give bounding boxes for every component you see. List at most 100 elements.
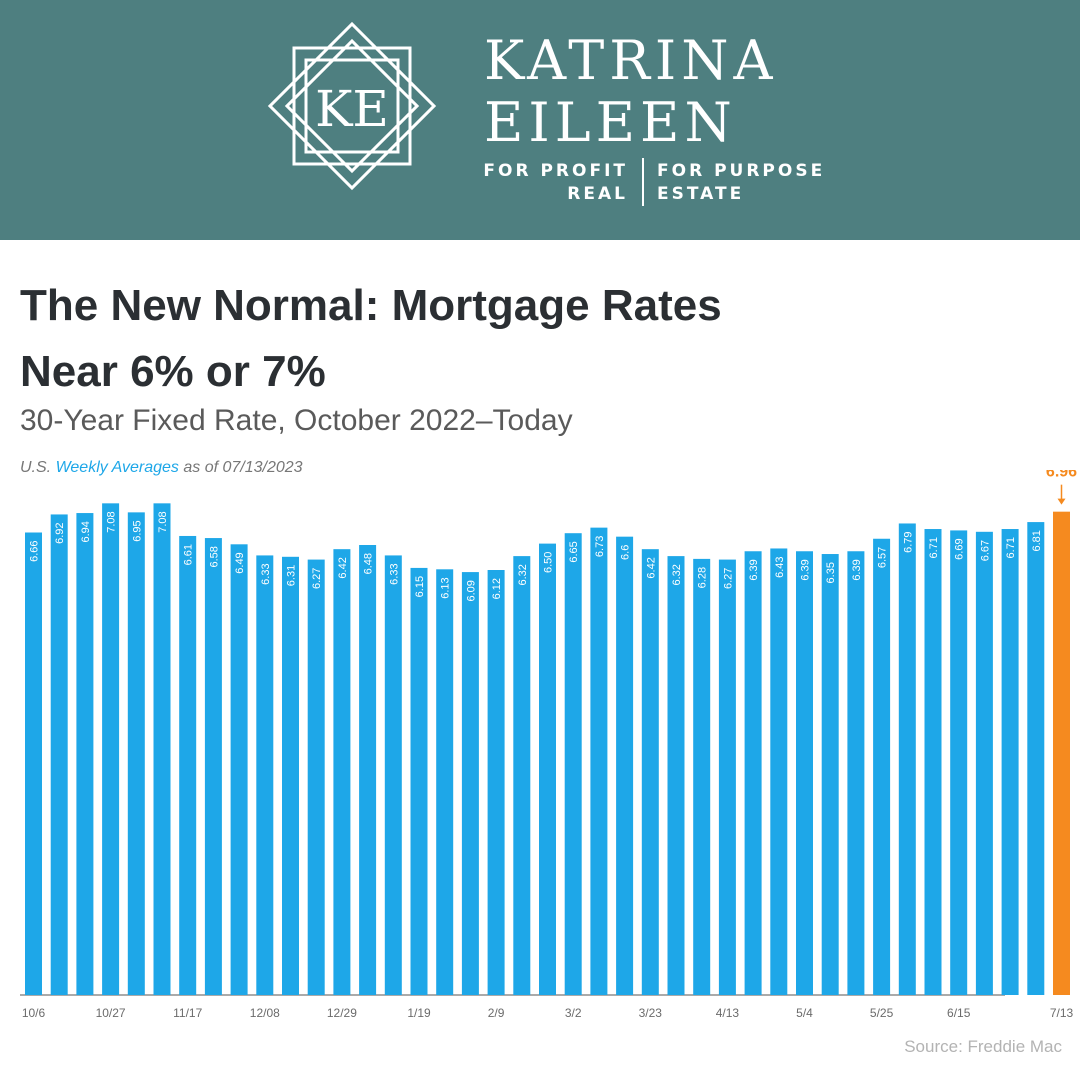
bar bbox=[25, 532, 42, 995]
bar bbox=[950, 530, 968, 995]
tagline-right-1: FOR PURPOSE bbox=[657, 161, 826, 181]
bar bbox=[333, 549, 351, 995]
bar bbox=[1001, 529, 1019, 995]
x-tick-label: 5/25 bbox=[870, 1006, 894, 1020]
bar bbox=[873, 538, 891, 995]
x-tick-label: 3/23 bbox=[639, 1006, 663, 1020]
bar-value-label: 7.08 bbox=[106, 511, 118, 532]
bar bbox=[847, 551, 865, 995]
brand-name-line1: KATRINA bbox=[484, 29, 778, 92]
bar-value-label: 6.43 bbox=[774, 556, 786, 577]
bar bbox=[487, 570, 505, 995]
bar bbox=[461, 572, 479, 995]
bar bbox=[153, 503, 171, 995]
bar-value-label: 6.15 bbox=[414, 576, 426, 597]
tagline-left-1: FOR PROFIT bbox=[483, 161, 628, 181]
note-suffix: as of 07/13/2023 bbox=[183, 459, 303, 476]
bar-value-label: 6.39 bbox=[851, 559, 863, 580]
bar bbox=[127, 512, 145, 995]
tagline-divider bbox=[642, 158, 644, 206]
bar bbox=[693, 558, 711, 995]
x-tick-label: 1/19 bbox=[407, 1006, 431, 1020]
bar-value-label: 6.73 bbox=[594, 536, 606, 557]
bar-value-label: 6.39 bbox=[748, 559, 760, 580]
bar-chart: 6.66 6.92 6.94 7.08 6.95 7.08 6.61 6.58 6.49 6.33… bbox=[20, 470, 1077, 1020]
bar bbox=[796, 551, 813, 995]
bar bbox=[770, 548, 788, 995]
bar bbox=[307, 559, 325, 995]
chart-title-line2: Near 6% or 7% bbox=[20, 347, 326, 396]
source-note: Source: Freddie Mac bbox=[904, 1037, 1062, 1056]
bar-value-label: 6.28 bbox=[697, 567, 709, 588]
bar-value-label: 6.42 bbox=[337, 557, 349, 578]
x-tick-label: 10/27 bbox=[96, 1006, 126, 1020]
bar-value-label: 6.13 bbox=[440, 577, 452, 598]
chart-subtitle: 30-Year Fixed Rate, October 2022–Today bbox=[20, 404, 573, 437]
chart-title-line1: The New Normal: Mortgage Rates bbox=[20, 281, 722, 330]
bar bbox=[76, 513, 94, 995]
bar bbox=[410, 567, 428, 995]
bar-value-label: 6.81 bbox=[1031, 530, 1043, 551]
bar-value-label: 6.09 bbox=[465, 580, 477, 601]
bar-value-label: 6.49 bbox=[234, 552, 246, 573]
bar bbox=[744, 551, 762, 995]
bar bbox=[1027, 522, 1045, 995]
bar bbox=[641, 549, 659, 995]
bar-value-label: 6.48 bbox=[363, 553, 375, 574]
bar-value-label: 6.42 bbox=[645, 557, 657, 578]
brand-banner: KE KATRINA EILEEN FOR PROFIT REAL FOR PU… bbox=[0, 0, 1080, 240]
x-tick-label: 6/15 bbox=[947, 1006, 971, 1020]
x-tick-label: 5/4 bbox=[796, 1006, 813, 1020]
note-highlight: Weekly Averages bbox=[55, 459, 179, 476]
bar-value-label: 6.58 bbox=[208, 546, 220, 567]
x-tick-label: 12/29 bbox=[327, 1006, 357, 1020]
bar-value-label: 7.08 bbox=[157, 511, 169, 532]
bar bbox=[821, 554, 839, 995]
bar-value-label: 6.71 bbox=[1005, 537, 1017, 558]
bar-value-label: 6.32 bbox=[671, 564, 683, 585]
bar bbox=[539, 543, 556, 995]
ke-logo-mark: KE bbox=[267, 21, 437, 191]
bar bbox=[230, 544, 248, 995]
bar-value-label: 6.39 bbox=[800, 559, 812, 580]
bar-value-label: 6.33 bbox=[388, 563, 400, 584]
tagline-right-2: ESTATE bbox=[657, 184, 745, 204]
bar bbox=[616, 536, 634, 995]
bar bbox=[898, 523, 916, 995]
bar bbox=[50, 514, 68, 995]
x-tick-label: 7/13 bbox=[1050, 1006, 1074, 1020]
bar bbox=[975, 531, 993, 995]
x-tick-label: 12/08 bbox=[250, 1006, 280, 1020]
bar bbox=[384, 555, 402, 995]
highlight-value-label: 6.96 bbox=[1046, 470, 1077, 481]
bar bbox=[102, 503, 120, 995]
tagline-left-2: REAL bbox=[567, 184, 628, 204]
bar-value-label: 6.50 bbox=[543, 552, 555, 573]
bar-value-label: 6.67 bbox=[979, 540, 991, 561]
bar-value-label: 6.71 bbox=[928, 537, 940, 558]
bar bbox=[718, 559, 736, 995]
x-tick-label: 4/13 bbox=[716, 1006, 740, 1020]
highlight-bar bbox=[1053, 511, 1070, 995]
bar bbox=[256, 555, 274, 995]
logo-monogram: KE bbox=[315, 80, 389, 138]
note-prefix: U.S. bbox=[20, 459, 52, 476]
bar bbox=[564, 533, 582, 995]
bar-value-label: 6.95 bbox=[131, 520, 143, 541]
bar-value-label: 6.27 bbox=[722, 568, 734, 589]
highlight-arrow-head bbox=[1057, 498, 1066, 505]
x-tick-label: 10/6 bbox=[22, 1006, 46, 1020]
bar bbox=[282, 556, 299, 995]
bar-value-label: 6.79 bbox=[902, 531, 914, 552]
bar bbox=[179, 535, 197, 995]
bar-value-label: 6.27 bbox=[311, 568, 323, 589]
bar bbox=[513, 556, 531, 995]
bar-value-label: 6.92 bbox=[54, 522, 66, 543]
bar-value-label: 6.94 bbox=[80, 521, 92, 542]
chart-note: U.S. Weekly Averages as of 07/13/2023 bbox=[20, 460, 303, 476]
bar bbox=[436, 569, 454, 995]
bar bbox=[590, 527, 608, 995]
x-tick-label: 3/2 bbox=[565, 1006, 582, 1020]
bar-value-label: 6.57 bbox=[877, 547, 889, 568]
bar-value-label: 6.61 bbox=[183, 544, 195, 565]
